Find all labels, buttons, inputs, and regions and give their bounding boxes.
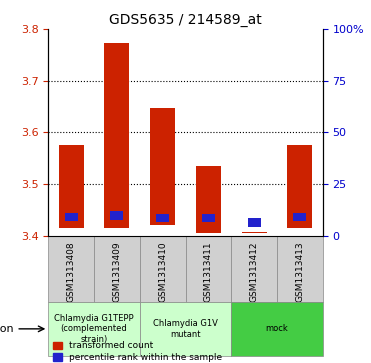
Bar bbox=[111, 211, 123, 220]
Bar bbox=[186, 236, 231, 302]
Text: GSM1313411: GSM1313411 bbox=[204, 241, 213, 302]
Text: infection: infection bbox=[0, 324, 14, 334]
Bar bbox=[196, 166, 221, 233]
Bar bbox=[48, 236, 94, 302]
Bar bbox=[156, 213, 169, 222]
Bar bbox=[94, 236, 140, 302]
Bar bbox=[104, 43, 129, 228]
Text: GSM1313408: GSM1313408 bbox=[67, 241, 76, 302]
Text: Chlamydia G1V
mutant: Chlamydia G1V mutant bbox=[153, 319, 218, 339]
Text: mock: mock bbox=[266, 325, 288, 333]
Text: GSM1313413: GSM1313413 bbox=[295, 241, 304, 302]
Bar bbox=[248, 218, 260, 227]
Bar bbox=[277, 236, 323, 302]
Bar bbox=[140, 302, 231, 356]
Text: GSM1313409: GSM1313409 bbox=[112, 241, 121, 302]
Text: GSM1313410: GSM1313410 bbox=[158, 241, 167, 302]
Bar bbox=[242, 232, 267, 233]
Bar bbox=[287, 145, 312, 228]
Legend: transformed count, percentile rank within the sample: transformed count, percentile rank withi… bbox=[53, 342, 222, 362]
Bar bbox=[150, 107, 175, 225]
Bar bbox=[231, 236, 277, 302]
Bar bbox=[231, 302, 323, 356]
Text: GSM1313412: GSM1313412 bbox=[250, 241, 259, 302]
Bar bbox=[65, 213, 78, 221]
Bar bbox=[59, 145, 84, 228]
Bar bbox=[293, 213, 306, 221]
Title: GDS5635 / 214589_at: GDS5635 / 214589_at bbox=[109, 13, 262, 26]
Bar bbox=[202, 213, 215, 222]
Bar bbox=[48, 302, 140, 356]
Text: Chlamydia G1TEPP
(complemented
strain): Chlamydia G1TEPP (complemented strain) bbox=[54, 314, 134, 344]
Bar bbox=[140, 236, 186, 302]
